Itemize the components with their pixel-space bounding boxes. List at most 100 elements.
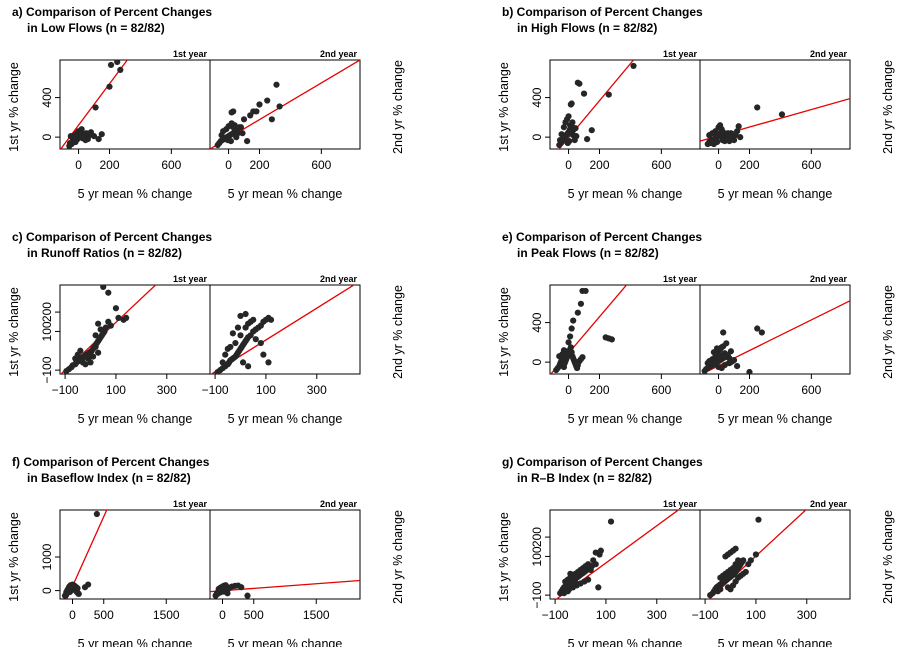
panel-data <box>700 300 850 374</box>
chart-c: c) Comparison of Percent Changes in Runof… <box>7 230 405 426</box>
data-point <box>105 289 112 296</box>
data-point <box>87 359 94 366</box>
data-point <box>577 300 585 307</box>
data-point <box>74 585 81 592</box>
x-tick-label: 100 <box>106 383 126 397</box>
data-point <box>66 139 74 147</box>
chart-title: b) Comparison of Percent Changes <box>502 5 703 19</box>
data-point <box>720 329 727 336</box>
panel-data <box>60 285 157 374</box>
y-axis-label-left: 1st yr % change <box>7 512 21 602</box>
x-tick-label: 100 <box>256 383 276 397</box>
y-axis-label-left: 1st yr % change <box>497 287 511 377</box>
data-point <box>735 123 742 130</box>
y-axis-label-right: 2nd yr % change <box>391 60 405 154</box>
x-tick-label: 200 <box>739 383 759 397</box>
data-point <box>558 131 565 138</box>
x-tick-label: −100 <box>202 383 229 397</box>
data-point <box>114 60 121 66</box>
y-tick-label: 100 <box>40 321 54 341</box>
data-point <box>573 133 580 140</box>
data-point <box>576 80 583 87</box>
data-point <box>754 104 761 111</box>
data-point <box>719 576 726 583</box>
x-tick-label: 1500 <box>303 608 330 622</box>
data-point <box>256 101 263 108</box>
data-point <box>92 104 99 111</box>
data-point <box>239 359 247 366</box>
y-axis-label-left: 1st yr % change <box>7 62 21 152</box>
panel-data <box>61 510 108 599</box>
panel-second-year: 2nd year −100 100 300 5 yr mean % change <box>692 499 851 647</box>
x-tick-label: 0 <box>219 608 226 622</box>
panel-first-year: 1st year −100 100 300 5 yr mean % change −100… <box>40 274 211 426</box>
data-point <box>232 339 239 347</box>
panel-label: 1st year <box>663 49 698 59</box>
data-point <box>717 586 724 593</box>
data-point <box>220 588 227 595</box>
panel-second-year: 2nd year 0 200 600 5 yr mean % change <box>699 49 851 201</box>
data-point <box>227 137 234 145</box>
panel-frame <box>209 284 361 375</box>
data-point <box>570 317 577 324</box>
data-point <box>253 108 260 115</box>
data-point <box>107 61 115 69</box>
data-point <box>723 136 731 143</box>
data-point <box>584 136 591 143</box>
data-point <box>568 325 575 332</box>
data-point <box>67 133 74 140</box>
data-point <box>560 124 568 131</box>
data-point <box>597 547 604 554</box>
x-tick-label: 0 <box>715 383 722 397</box>
y-tick-label: 200 <box>40 302 54 322</box>
data-point <box>268 116 275 123</box>
x-tick-label: 0 <box>565 158 572 172</box>
data-point <box>579 354 586 361</box>
x-tick-label: 200 <box>589 383 609 397</box>
panel-second-year: 2nd year 0 200 600 5 yr mean % change <box>699 274 851 426</box>
panel-label: 1st year <box>663 274 698 284</box>
data-point <box>93 510 100 518</box>
y-tick-label: 100 <box>530 546 544 566</box>
x-tick-label: −100 <box>52 383 79 397</box>
data-point <box>95 320 102 327</box>
data-point <box>567 344 574 351</box>
data-point <box>713 138 721 146</box>
chart-title: a) Comparison of Percent Changes <box>12 5 212 19</box>
panel-frame <box>699 284 851 375</box>
panel-frame <box>209 509 361 600</box>
x-tick-label: 200 <box>739 158 759 172</box>
panel-data <box>210 285 356 374</box>
data-point <box>734 362 741 370</box>
panel-frame <box>699 59 851 150</box>
data-point <box>92 343 99 351</box>
panel-label: 2nd year <box>810 499 848 509</box>
data-point <box>218 132 225 139</box>
data-point <box>264 97 271 104</box>
x-axis-label: 5 yr mean % change <box>718 412 833 426</box>
data-point <box>257 339 264 347</box>
data-point <box>572 125 579 132</box>
data-point <box>92 332 99 339</box>
regression-line <box>210 579 360 593</box>
x-axis-label: 5 yr mean % change <box>228 187 343 201</box>
chart-subtitle: in R–B Index (n = 82/82) <box>517 471 652 485</box>
x-tick-label: 0 <box>565 383 572 397</box>
panel-first-year: 1st year 0 200 600 5 yr mean % change 0 400 <box>40 49 211 201</box>
panel-second-year: 2nd year 0 200 600 5 yr mean % change <box>209 49 361 201</box>
data-point <box>229 330 236 337</box>
x-tick-label: 500 <box>244 608 264 622</box>
x-tick-label: 0 <box>225 158 232 172</box>
data-point <box>90 133 98 140</box>
data-point <box>237 332 244 339</box>
data-point <box>222 351 229 358</box>
data-point <box>224 345 231 352</box>
data-point <box>240 116 248 123</box>
data-point <box>230 108 237 115</box>
data-point <box>726 355 733 362</box>
chart-title: e) Comparison of Percent Changes <box>502 230 702 244</box>
x-tick-label: 600 <box>161 158 181 172</box>
chart-title: g) Comparison of Percent Changes <box>502 455 703 469</box>
data-point <box>778 111 786 118</box>
data-point <box>98 131 105 138</box>
